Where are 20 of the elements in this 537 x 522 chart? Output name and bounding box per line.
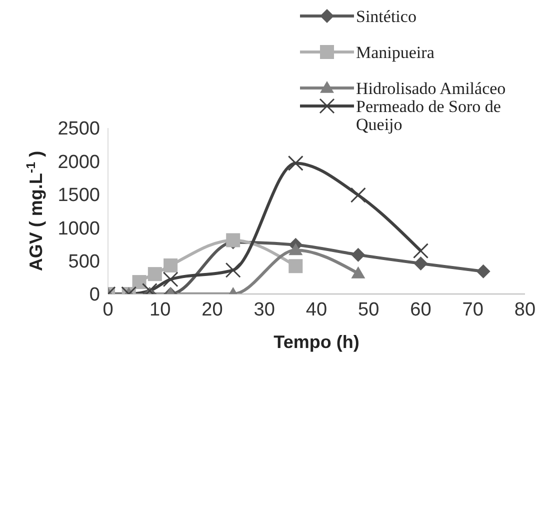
x-tick-label: 80 — [514, 299, 536, 320]
y-tick-label: 500 — [68, 252, 100, 273]
y-tick-label: 2000 — [58, 152, 100, 173]
legend-label: Permeado de Soro de Queijo — [356, 97, 502, 134]
x-tick-label: 30 — [254, 299, 275, 320]
y-tick-label: 1500 — [58, 185, 100, 206]
legend-label: Sintético — [356, 7, 416, 26]
y-tick-label: 0 — [89, 284, 100, 306]
x-axis-title: Tempo (h) — [274, 332, 360, 352]
y-tick-label: 1000 — [58, 218, 100, 240]
y-tick-label: 2500 — [58, 118, 100, 140]
legend-label: Hidrolisado Amiláceo — [356, 79, 506, 98]
x-tick-label: 0 — [102, 299, 114, 320]
x-tick-label: 60 — [410, 299, 432, 320]
x-tick-label: 50 — [358, 299, 380, 320]
x-tick-label: 70 — [462, 299, 484, 320]
x-tick-label: 10 — [150, 299, 171, 320]
x-tick-label: 20 — [202, 299, 223, 320]
x-tick-label: 40 — [306, 299, 328, 320]
legend-label: Manipueira — [356, 43, 434, 62]
